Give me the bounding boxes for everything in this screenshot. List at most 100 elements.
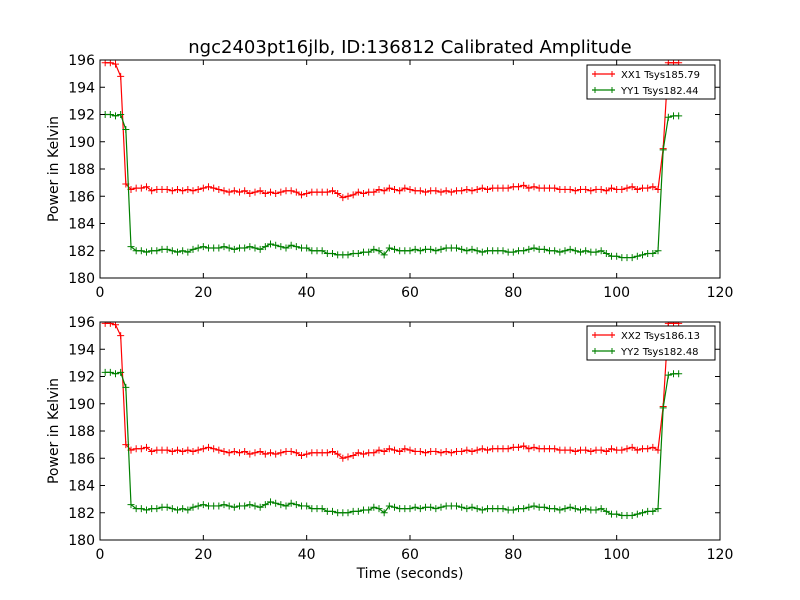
data-point xyxy=(623,445,631,453)
subplots: 0 20 40 60 80 100 120 180 182 184 186 188 190 192 194 1… xyxy=(46,53,733,563)
data-point xyxy=(122,125,130,133)
x-tick-label: 20 xyxy=(194,547,212,563)
legend-marker xyxy=(594,71,613,77)
data-point xyxy=(639,509,646,517)
subplot-2: 0 20 40 60 80 100 120 180 182 184 186 188 190 192 194 1… xyxy=(46,315,733,563)
data-point xyxy=(659,146,667,154)
data-point xyxy=(106,322,114,327)
data-point xyxy=(628,254,636,262)
data-point xyxy=(530,183,538,191)
data-point xyxy=(318,247,326,255)
y-tick-label: 196 xyxy=(68,315,95,331)
data-point xyxy=(401,445,409,453)
data-point xyxy=(292,449,300,457)
data-point xyxy=(566,503,574,511)
data-point xyxy=(396,187,404,195)
figure-x-axis-label: Time (seconds) xyxy=(356,566,464,582)
y-tick-label: 194 xyxy=(68,342,95,358)
data-point xyxy=(592,248,600,256)
data-point xyxy=(385,184,393,192)
data-point xyxy=(375,446,383,454)
x-tick-label: 100 xyxy=(603,547,630,563)
legend-item: YY2 Tsys182.48 xyxy=(592,347,699,358)
data-point xyxy=(344,509,352,517)
data-point xyxy=(649,183,657,191)
data-point xyxy=(602,507,610,515)
data-point xyxy=(422,188,429,196)
data-point xyxy=(422,449,429,457)
data-point xyxy=(608,445,615,453)
data-point xyxy=(230,245,238,253)
data-point xyxy=(199,243,207,251)
data-point xyxy=(520,505,528,513)
data-point xyxy=(551,445,559,453)
data-point xyxy=(406,505,414,513)
data-point xyxy=(664,371,672,379)
data-point xyxy=(463,185,471,193)
data-point xyxy=(127,243,135,251)
data-point xyxy=(437,449,445,457)
data-point xyxy=(468,245,476,253)
data-point xyxy=(137,184,145,192)
data-point xyxy=(437,245,445,253)
data-point xyxy=(137,247,145,255)
y-axis-label: Power in Kelvin xyxy=(46,378,62,484)
data-point xyxy=(458,245,466,253)
data-point xyxy=(292,188,300,196)
data-point xyxy=(447,188,455,196)
data-point xyxy=(184,185,192,193)
data-point xyxy=(287,447,295,455)
y-tick-label: 180 xyxy=(68,271,95,287)
data-point xyxy=(530,244,538,252)
data-point xyxy=(515,183,522,191)
data-point xyxy=(478,248,486,256)
data-point xyxy=(628,183,636,191)
data-point xyxy=(406,247,414,255)
series-line xyxy=(105,371,679,517)
data-point xyxy=(189,447,197,455)
data-point xyxy=(163,503,171,511)
data-point xyxy=(349,452,357,460)
data-point xyxy=(628,443,636,451)
data-point xyxy=(608,184,615,192)
data-point xyxy=(484,185,491,193)
data-point xyxy=(370,503,378,511)
data-point xyxy=(633,446,641,454)
data-point xyxy=(556,248,564,256)
data-point xyxy=(303,450,311,458)
data-point xyxy=(287,241,295,249)
data-point xyxy=(525,445,533,453)
data-point xyxy=(354,249,362,257)
data-point xyxy=(365,248,373,256)
y-tick-label: 190 xyxy=(68,135,95,151)
data-point xyxy=(463,247,471,255)
data-point xyxy=(277,449,285,457)
data-point xyxy=(618,446,626,454)
data-point xyxy=(649,507,657,515)
data-point xyxy=(230,187,238,195)
data-point xyxy=(267,188,274,196)
data-point xyxy=(117,72,125,80)
data-point xyxy=(520,247,528,255)
data-point xyxy=(654,185,662,193)
data-point xyxy=(458,187,466,195)
data-point xyxy=(277,243,285,251)
data-point xyxy=(163,446,171,454)
data-point xyxy=(179,505,187,513)
data-point xyxy=(251,244,259,252)
data-point xyxy=(582,505,590,513)
data-point xyxy=(468,503,476,511)
x-tick-label: 80 xyxy=(504,285,522,301)
data-point xyxy=(153,505,161,513)
y-tick-label: 184 xyxy=(68,479,95,495)
data-point xyxy=(215,446,223,454)
data-point xyxy=(432,447,440,455)
x-tick-label: 40 xyxy=(298,547,316,563)
data-point xyxy=(329,447,336,455)
data-point xyxy=(633,510,641,518)
data-point xyxy=(525,503,533,511)
data-point xyxy=(251,188,259,196)
data-point xyxy=(401,184,409,192)
data-point xyxy=(225,244,233,252)
